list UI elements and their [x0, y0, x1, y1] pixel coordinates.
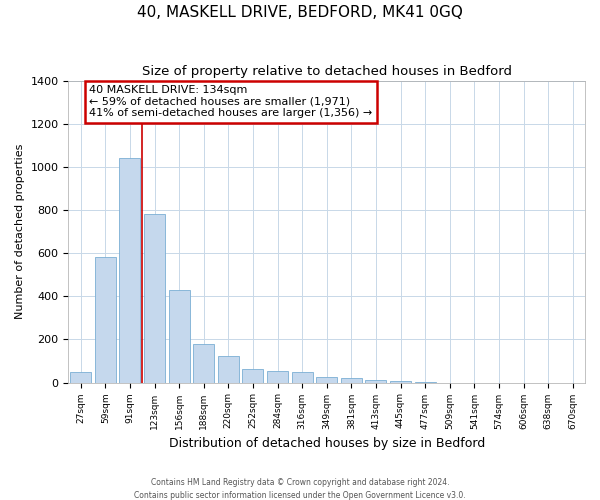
Bar [341, 378, 362, 382]
X-axis label: Distribution of detached houses by size in Bedford: Distribution of detached houses by size … [169, 437, 485, 450]
Bar [169, 290, 190, 382]
Bar [144, 214, 165, 382]
Text: 40 MASKELL DRIVE: 134sqm
← 59% of detached houses are smaller (1,971)
41% of sem: 40 MASKELL DRIVE: 134sqm ← 59% of detach… [89, 85, 373, 118]
Bar [70, 372, 91, 382]
Bar [218, 356, 239, 382]
Bar [267, 370, 288, 382]
Text: Contains HM Land Registry data © Crown copyright and database right 2024.
Contai: Contains HM Land Registry data © Crown c… [134, 478, 466, 500]
Bar [292, 372, 313, 382]
Title: Size of property relative to detached houses in Bedford: Size of property relative to detached ho… [142, 65, 512, 78]
Text: 40, MASKELL DRIVE, BEDFORD, MK41 0GQ: 40, MASKELL DRIVE, BEDFORD, MK41 0GQ [137, 5, 463, 20]
Bar [95, 258, 116, 382]
Bar [193, 344, 214, 383]
Bar [242, 368, 263, 382]
Y-axis label: Number of detached properties: Number of detached properties [15, 144, 25, 320]
Bar [316, 377, 337, 382]
Bar [119, 158, 140, 382]
Bar [365, 380, 386, 382]
